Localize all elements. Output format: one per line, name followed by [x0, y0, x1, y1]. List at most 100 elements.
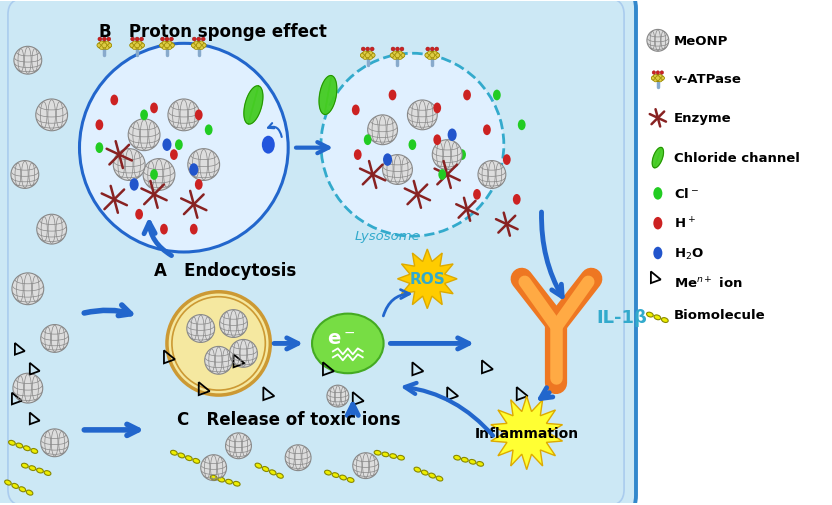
Ellipse shape: [653, 247, 662, 260]
Text: B   Proton sponge effect: B Proton sponge effect: [99, 23, 327, 41]
Polygon shape: [248, 87, 263, 125]
Ellipse shape: [96, 120, 103, 131]
Circle shape: [393, 57, 397, 61]
Circle shape: [369, 52, 373, 56]
Ellipse shape: [191, 42, 206, 50]
Circle shape: [660, 72, 664, 75]
Ellipse shape: [27, 490, 32, 495]
Circle shape: [371, 54, 375, 58]
Ellipse shape: [277, 473, 283, 478]
Circle shape: [187, 315, 215, 343]
Ellipse shape: [332, 473, 339, 478]
Ellipse shape: [189, 164, 198, 176]
Ellipse shape: [428, 473, 435, 478]
Ellipse shape: [12, 483, 18, 488]
Circle shape: [370, 48, 374, 52]
Ellipse shape: [130, 42, 144, 50]
Circle shape: [161, 38, 165, 42]
Ellipse shape: [654, 315, 661, 320]
Ellipse shape: [170, 150, 178, 161]
Polygon shape: [244, 87, 259, 125]
Ellipse shape: [374, 450, 381, 455]
Circle shape: [390, 54, 394, 58]
Text: Chloride channel: Chloride channel: [674, 152, 800, 165]
Circle shape: [285, 445, 311, 471]
Circle shape: [321, 54, 504, 237]
Circle shape: [197, 38, 201, 42]
Circle shape: [194, 46, 198, 51]
Circle shape: [401, 54, 405, 58]
Circle shape: [188, 149, 220, 181]
Circle shape: [138, 42, 141, 46]
Circle shape: [102, 38, 106, 42]
Circle shape: [132, 46, 136, 51]
Polygon shape: [652, 148, 661, 168]
Circle shape: [170, 38, 173, 42]
Ellipse shape: [19, 487, 26, 492]
Ellipse shape: [193, 459, 200, 464]
Circle shape: [107, 44, 111, 48]
Circle shape: [200, 42, 203, 46]
Circle shape: [647, 30, 669, 52]
Ellipse shape: [398, 456, 404, 460]
Text: IL-1β: IL-1β: [597, 308, 647, 326]
Ellipse shape: [462, 458, 468, 462]
Polygon shape: [654, 148, 663, 169]
Ellipse shape: [37, 468, 43, 473]
Ellipse shape: [262, 136, 275, 155]
Circle shape: [425, 54, 428, 58]
Circle shape: [651, 77, 655, 81]
Ellipse shape: [130, 179, 139, 191]
Circle shape: [205, 347, 232, 375]
Circle shape: [192, 38, 196, 42]
Text: MeONP: MeONP: [674, 35, 728, 48]
Circle shape: [80, 44, 288, 253]
Circle shape: [433, 52, 437, 56]
Ellipse shape: [518, 120, 526, 131]
Circle shape: [36, 100, 67, 131]
Circle shape: [113, 149, 145, 181]
Circle shape: [138, 46, 141, 51]
Text: Cl$^-$: Cl$^-$: [674, 187, 699, 201]
Text: Lysosome: Lysosome: [354, 230, 420, 242]
Circle shape: [12, 273, 44, 305]
Polygon shape: [319, 76, 331, 115]
Circle shape: [399, 52, 402, 56]
Ellipse shape: [421, 470, 428, 475]
Text: v-ATPase: v-ATPase: [674, 72, 741, 85]
Ellipse shape: [233, 481, 240, 486]
Circle shape: [654, 79, 657, 83]
Ellipse shape: [44, 471, 51, 476]
Text: e$^-$: e$^-$: [327, 329, 355, 348]
Text: H$_2$O: H$_2$O: [674, 246, 704, 261]
Text: Biomolecule: Biomolecule: [674, 309, 765, 322]
Circle shape: [168, 100, 200, 131]
Circle shape: [41, 325, 68, 352]
Ellipse shape: [463, 90, 471, 101]
Ellipse shape: [433, 104, 441, 114]
Circle shape: [363, 57, 367, 61]
Ellipse shape: [503, 155, 511, 166]
Ellipse shape: [16, 443, 22, 448]
Ellipse shape: [178, 453, 185, 458]
Circle shape: [11, 161, 39, 189]
Ellipse shape: [150, 104, 158, 114]
Circle shape: [363, 52, 367, 56]
Circle shape: [141, 44, 145, 48]
Circle shape: [13, 374, 42, 403]
Circle shape: [400, 48, 404, 52]
Circle shape: [366, 48, 369, 52]
Circle shape: [102, 44, 106, 48]
Circle shape: [658, 75, 662, 79]
Circle shape: [658, 79, 662, 83]
Circle shape: [383, 156, 413, 185]
Ellipse shape: [469, 460, 476, 464]
Circle shape: [368, 116, 398, 145]
Circle shape: [365, 54, 370, 59]
Ellipse shape: [141, 110, 148, 121]
Ellipse shape: [171, 450, 177, 455]
Circle shape: [128, 120, 160, 152]
Ellipse shape: [5, 480, 12, 485]
Circle shape: [41, 429, 68, 457]
Circle shape: [135, 44, 140, 48]
